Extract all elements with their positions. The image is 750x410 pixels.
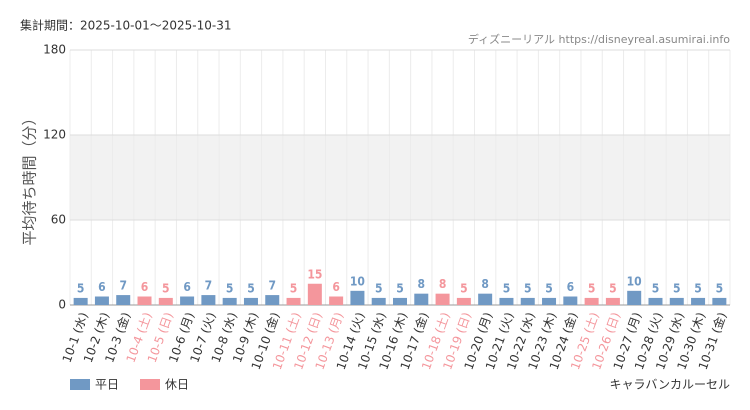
y-tick-label: 0: [58, 298, 66, 312]
data-label: 5: [609, 281, 617, 295]
bar: [116, 295, 131, 305]
bar: [307, 283, 322, 305]
data-label: 5: [375, 281, 383, 295]
attraction-name: キャラバンカルーセル: [610, 378, 730, 392]
band-shade: [70, 135, 730, 220]
data-label: 6: [141, 280, 149, 294]
data-label: 7: [269, 279, 277, 293]
bar: [94, 296, 109, 305]
y-tick-label: 60: [51, 213, 66, 227]
bar: [329, 296, 344, 305]
bar: [456, 297, 471, 305]
legend-label: 平日: [95, 378, 119, 392]
y-axis-title: 平均待ち時間（分）: [21, 110, 39, 245]
bar: [605, 297, 620, 305]
bar: [158, 297, 173, 305]
data-label: 5: [588, 281, 596, 295]
bar: [712, 297, 727, 305]
data-label: 5: [396, 281, 404, 295]
period: 集計期間：2025-10-01～2025-10-31: [20, 18, 231, 33]
data-label: 6: [567, 280, 575, 294]
bar: [584, 297, 599, 305]
data-label: 10: [627, 274, 642, 288]
data-label: 5: [673, 281, 681, 295]
legend-swatch: [70, 379, 90, 390]
data-label: 5: [226, 281, 234, 295]
bar: [201, 295, 216, 305]
bar: [478, 293, 493, 305]
bar: [73, 297, 88, 305]
bar: [265, 295, 280, 305]
y-tick-label: 120: [43, 128, 66, 142]
bar: [137, 296, 152, 305]
bar: [286, 297, 301, 305]
data-label: 10: [350, 274, 365, 288]
bar: [222, 297, 237, 305]
bar: [627, 290, 642, 305]
data-label: 6: [332, 280, 340, 294]
data-label: 5: [694, 281, 702, 295]
data-label: 5: [77, 281, 85, 295]
data-label: 7: [119, 279, 127, 293]
data-label: 5: [652, 281, 660, 295]
bar: [371, 297, 386, 305]
source: ディズニーリアル https://disneyreal.asumirai.inf…: [468, 32, 730, 46]
bar: [180, 296, 195, 305]
data-label: 5: [247, 281, 255, 295]
bar: [499, 297, 514, 305]
data-label: 5: [503, 281, 511, 295]
bar: [691, 297, 706, 305]
data-label: 6: [98, 280, 106, 294]
data-label: 5: [162, 281, 170, 295]
bar: [393, 297, 407, 305]
bar: [669, 297, 684, 305]
legend-swatch: [140, 379, 160, 390]
data-label: 7: [205, 279, 213, 293]
data-label: 5: [716, 281, 724, 295]
data-label: 8: [418, 277, 426, 291]
y-tick-label: 180: [43, 43, 66, 57]
bar: [542, 297, 557, 305]
legend-label: 休日: [165, 378, 189, 392]
data-label: 8: [439, 277, 447, 291]
data-label: 5: [290, 281, 298, 295]
bar: [520, 297, 535, 305]
bar: [435, 293, 450, 305]
data-label: 6: [183, 280, 191, 294]
data-label: 15: [307, 267, 322, 281]
bar: [243, 297, 258, 305]
bar: [648, 297, 663, 305]
bar: [563, 296, 578, 305]
data-label: 8: [481, 277, 489, 291]
data-label: 5: [545, 281, 553, 295]
data-label: 5: [524, 281, 532, 295]
bar: [414, 293, 429, 305]
data-label: 5: [460, 281, 468, 295]
bar: [350, 290, 365, 305]
